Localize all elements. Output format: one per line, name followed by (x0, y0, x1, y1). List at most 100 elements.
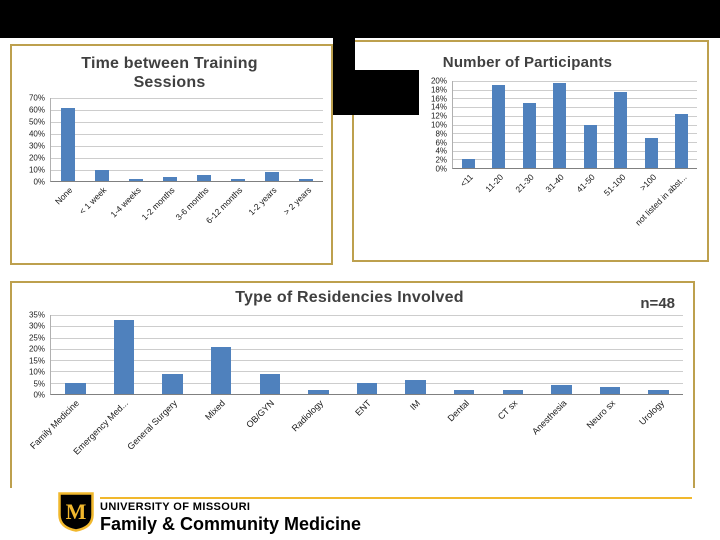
bar-slot (289, 98, 323, 182)
bar-slot (85, 98, 119, 182)
y-tick-label: 4% (435, 146, 447, 156)
y-tick-label: 12% (430, 111, 447, 121)
bar-31-40 (553, 83, 567, 168)
bar-mixed (210, 346, 232, 394)
bar-slot (294, 315, 343, 394)
gridline (453, 124, 697, 126)
plot-wrap: <11 11-20 21-30 31-40 41-50 51-100 >100 not lis… (452, 81, 697, 247)
gridline (51, 157, 323, 159)
x-slot: > 2 years (281, 182, 323, 248)
x-slot: not listed in abst... (633, 169, 697, 247)
bar-1-2-years (264, 171, 280, 182)
y-tick-label: 18% (430, 85, 447, 95)
chart-time-between-sessions: Time between Training Sessions 70% 60% 50%… (10, 44, 333, 265)
x-slot: ENT (342, 395, 391, 485)
bar-slot (245, 315, 294, 394)
x-tick-label-dental: Dental (445, 398, 471, 424)
logo-letter: M (66, 499, 87, 524)
y-tick-label: 10% (28, 367, 45, 377)
gridline (453, 107, 697, 109)
x-tick-label-neuro-sx: Neuro sx (584, 398, 617, 431)
bar-slot (453, 81, 484, 168)
gridline (453, 150, 697, 152)
plot-wrap: None < 1 week 1-4 weeks 1-2 months 3-6 month… (50, 98, 323, 248)
x-axis: Family Medicine Emergency Med... General S… (28, 395, 683, 485)
y-tick-label: 20% (28, 153, 45, 163)
bar-1-2-months (162, 176, 178, 182)
gridline (453, 115, 697, 117)
x-slot: CT sx (488, 395, 537, 485)
footer: M UNIVERSITY OF MISSOURI Family & Commun… (0, 488, 720, 540)
bar-slot (636, 81, 667, 168)
bars (453, 81, 697, 168)
gridline (51, 348, 683, 350)
x-tick-label-radiology: Radiology (289, 398, 325, 434)
y-tick-label: 20% (28, 344, 45, 354)
bar-ct-sx (502, 389, 523, 394)
x-tick-label-im: IM (408, 398, 423, 413)
gridline (453, 98, 697, 100)
y-tick-label: 30% (28, 141, 45, 151)
y-tick-label: 15% (28, 356, 45, 366)
x-slot: <11 (452, 169, 483, 247)
bar-slot (51, 98, 85, 182)
bar-slot (606, 81, 637, 168)
x-tick-label-11: <11 (457, 172, 475, 189)
x-slot: None (50, 182, 84, 248)
bar-slot (667, 81, 698, 168)
x-slot: 31-40 (544, 169, 575, 247)
y-tick-label: 16% (430, 94, 447, 104)
x-tick-label-ct-sx: CT sx (496, 398, 520, 422)
bar-slot (484, 81, 515, 168)
bar-not-listed-in-abst (675, 113, 689, 168)
mizzou-shield-logo: M (58, 492, 94, 537)
plot-area (50, 315, 683, 395)
x-slot: 21-30 (513, 169, 544, 247)
bar-11 (461, 159, 475, 168)
sample-size-label: n=48 (640, 295, 675, 312)
bar-neuro-sx (599, 387, 621, 394)
x-slot: 41-50 (574, 169, 606, 247)
plot-wrap: Family Medicine Emergency Med... General S… (28, 315, 683, 485)
x-tick-label-urology: Urology (636, 398, 666, 428)
gridline (453, 133, 697, 135)
chart-title: Type of Residencies Involved (235, 289, 464, 306)
x-slot: 1-2 years (247, 182, 289, 248)
plot-area (452, 81, 697, 169)
y-axis: 20% 18% 16% 14% 12% 10% 8% 6% 4% 2% 0% (418, 77, 452, 174)
x-slot: Dental (440, 395, 489, 485)
y-axis: 35% 30% 25% 20% 15% 10% 5% 0% (16, 311, 50, 400)
department-name: Family & Community Medicine (100, 514, 362, 534)
bar-ob-gyn (259, 373, 280, 394)
x-slot: Mixed (196, 395, 245, 485)
y-tick-label: 6% (435, 138, 447, 148)
gridline (51, 337, 683, 339)
bar-slot (514, 81, 545, 168)
black-banner-remnant (333, 38, 355, 115)
bar-slot (575, 81, 606, 168)
bar-51-100 (614, 91, 628, 168)
bar-slot (488, 315, 537, 394)
y-tick-label: 10% (28, 165, 45, 175)
y-axis: 70% 60% 50% 40% 30% 20% 10% 0% (16, 94, 50, 187)
bar-slot (148, 315, 197, 394)
bar-dental (453, 389, 475, 394)
bar-slot (197, 315, 246, 394)
bar-3-6-months (196, 175, 212, 182)
x-axis: None < 1 week 1-4 weeks 1-2 months 3-6 month… (50, 182, 323, 248)
bar-1-week (94, 169, 110, 182)
x-tick-label-41-50: 41-50 (574, 172, 597, 195)
gridline (51, 169, 323, 171)
bar-slot (119, 98, 153, 182)
x-tick-label-family-medicine: Family Medicine (28, 398, 82, 452)
y-tick-label: 20% (430, 76, 447, 86)
y-tick-label: 60% (28, 105, 45, 115)
bar-slot (537, 315, 586, 394)
gridline (51, 326, 683, 328)
x-slot: OB/GYN (244, 395, 294, 485)
y-tick-label: 14% (430, 102, 447, 112)
bar-anesthesia (551, 384, 572, 394)
chart-title-line-2: Sessions (133, 74, 206, 92)
chart-title: Number of Participants (442, 54, 613, 71)
